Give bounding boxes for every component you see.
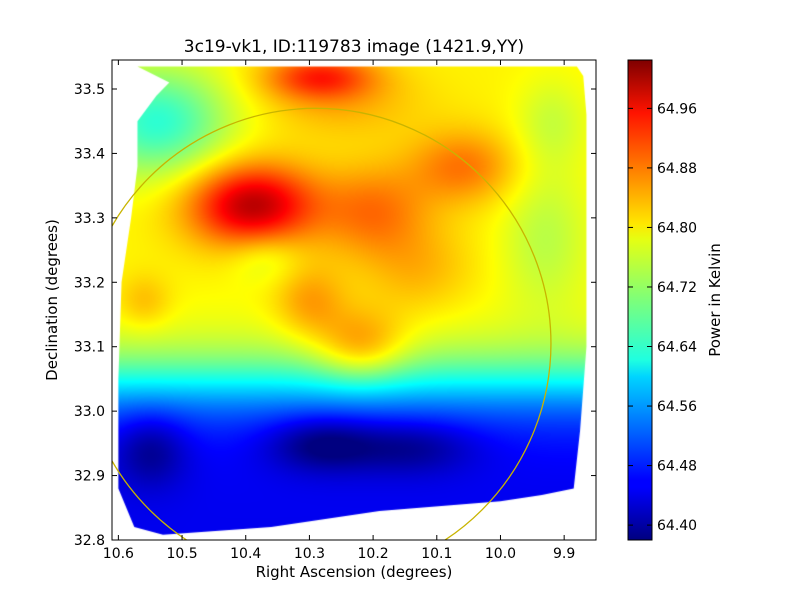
x-axis-label: Right Ascension (degrees) [256, 563, 453, 581]
colorbar-tick-label: 64.80 [657, 220, 697, 236]
colorbar-tick-label: 64.40 [657, 518, 697, 534]
colorbar-label: Power in Kelvin [706, 243, 724, 357]
x-tick-label: 10.2 [358, 546, 389, 562]
y-tick-label: 33.5 [74, 82, 105, 98]
heatmap-area [112, 60, 596, 540]
colorbar-tick-label: 64.88 [657, 161, 697, 177]
x-tick-label: 10.5 [166, 546, 197, 562]
colorbar-axis: 64.40 64.48 64.56 64.64 64.72 64.80 64.88 64.96 [628, 101, 697, 534]
colorbar-tick-label: 64.96 [657, 101, 697, 117]
x-tick-label: 10.6 [103, 546, 134, 562]
y-axis-label: Declination (degrees) [43, 219, 61, 381]
y-tick-label: 33.0 [74, 404, 105, 420]
colorbar-tick-label: 64.48 [657, 459, 697, 475]
x-tick-label: 10.1 [421, 546, 452, 562]
y-tick-label: 33.4 [74, 146, 105, 162]
y-tick-label: 33.2 [74, 275, 105, 291]
x-tick-label: 10.4 [230, 546, 261, 562]
y-axis: 32.8 32.9 33.0 33.1 33.2 33.3 33.4 33.5 [74, 82, 596, 549]
colorbar-tick-label: 64.64 [657, 340, 697, 356]
y-tick-label: 32.8 [74, 533, 105, 549]
x-tick-label: 10.3 [294, 546, 325, 562]
heatmap-image [112, 60, 596, 540]
y-tick-label: 33.1 [74, 340, 105, 356]
y-tick-label: 33.3 [74, 211, 105, 227]
field-circle [112, 107, 552, 540]
colorbar [627, 59, 653, 541]
y-tick-label: 32.9 [74, 469, 105, 485]
x-tick-label: 9.9 [553, 546, 575, 562]
x-axis: 10.6 10.5 10.4 10.3 10.2 10.1 10.0 9.9 [103, 60, 575, 562]
colorbar-tick-label: 64.72 [657, 280, 697, 296]
plot-frame [111, 59, 597, 541]
chart-title: 3c19-vk1, ID:119783 image (1421.9,YY) [184, 37, 524, 57]
x-tick-label: 10.0 [485, 546, 516, 562]
colorbar-tick-label: 64.56 [657, 399, 697, 415]
